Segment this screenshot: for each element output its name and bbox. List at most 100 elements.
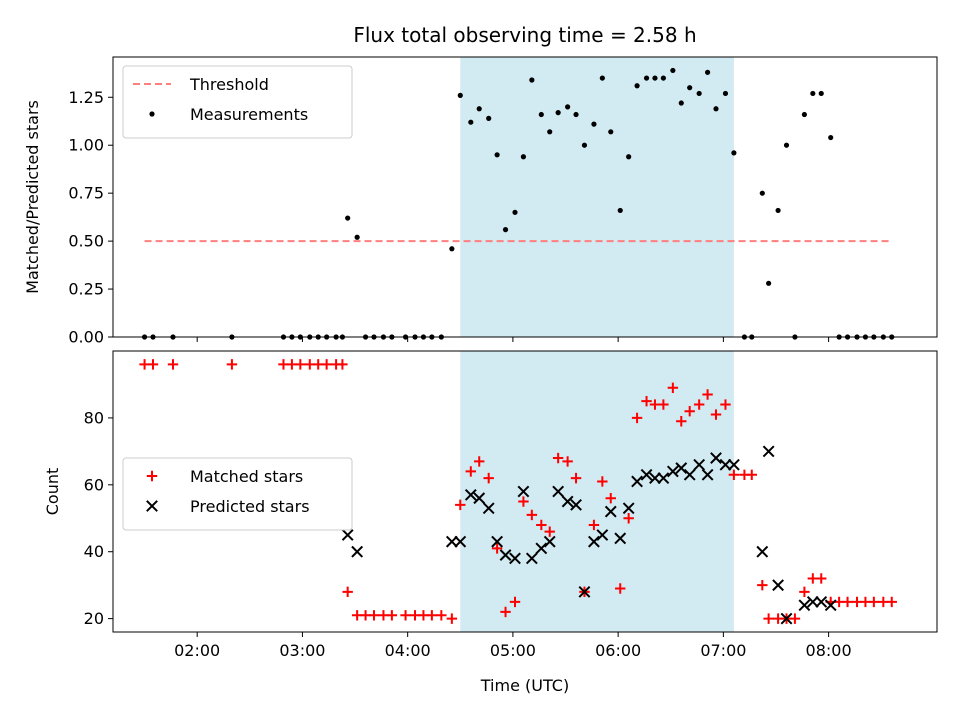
top-panel-legend-label: Measurements xyxy=(190,105,308,124)
bottom-panel-plus-point xyxy=(321,359,332,370)
bottom-panel-x-point xyxy=(341,529,354,541)
bottom-panel-plus-point xyxy=(147,359,159,370)
bottom-panel-x-point xyxy=(657,472,670,485)
top-panel-legend xyxy=(122,65,353,139)
bottom-panel-plus-point xyxy=(641,395,652,407)
bottom-panel-plus-point xyxy=(536,519,547,531)
top-panel-y-tick-label: 0.50 xyxy=(68,232,104,251)
bottom-panel-plus-point xyxy=(886,596,897,608)
bottom-panel-x-point xyxy=(649,472,661,485)
bottom-panel-plus-point xyxy=(526,509,538,521)
bottom-panel-plus-point xyxy=(465,466,477,477)
bottom-panel-frame xyxy=(112,350,938,633)
bottom-panel-plus-point xyxy=(483,472,494,484)
bottom-panel-x-point xyxy=(535,542,548,555)
bottom-panel-plus-point xyxy=(842,596,853,608)
bottom-panel-x-point xyxy=(464,488,477,501)
top-panel-dot-point xyxy=(810,90,816,97)
top-panel-dot-point xyxy=(643,75,650,81)
bottom-panel-x-point xyxy=(762,445,775,458)
top-panel-dot-point xyxy=(678,100,684,106)
bottom-panel-plus-point xyxy=(295,359,306,370)
bottom-panel-x-point xyxy=(675,462,688,474)
bottom-panel-plus-point xyxy=(658,399,669,410)
bottom-panel-plus-point xyxy=(728,469,740,480)
x-tick-label: 02:00 xyxy=(174,641,220,660)
x-axis-label: Time (UTC) xyxy=(480,676,569,695)
top-panel-dot-point xyxy=(502,227,509,233)
x-tick-label: 05:00 xyxy=(490,641,536,660)
top-panel-dot-point xyxy=(468,119,474,125)
bottom-panel-x-point xyxy=(578,585,591,598)
bottom-panel-plus-point xyxy=(491,543,503,554)
top-panel-dot-point xyxy=(457,92,463,98)
bottom-panel-x-point xyxy=(666,465,679,478)
bottom-panel-plus-point xyxy=(474,456,485,467)
bottom-panel-x-point xyxy=(491,535,504,548)
bottom-panel-y-tick-label: 60 xyxy=(84,475,104,494)
bottom-panel-legend-label: Predicted stars xyxy=(190,497,310,516)
x-tick-label: 06:00 xyxy=(595,641,641,660)
bottom-panel-x-point xyxy=(604,505,617,518)
bottom-panel-plus-point xyxy=(400,610,411,621)
x-tick-label: 07:00 xyxy=(700,641,746,660)
top-panel-frame xyxy=(112,56,938,338)
top-panel-dot-point xyxy=(775,207,781,214)
top-panel-dot-point xyxy=(634,83,640,89)
top-panel-dot-point xyxy=(529,77,535,83)
bottom-panel-plus-point xyxy=(799,586,810,598)
bottom-panel-x-point xyxy=(552,485,565,498)
top-panel-dot-point xyxy=(766,280,772,286)
bottom-panel-plus-point xyxy=(763,613,774,624)
top-panel-dot-point xyxy=(565,104,571,110)
top-panel-dot-point xyxy=(581,142,588,148)
top-panel-dot-point xyxy=(476,106,482,112)
bottom-panel-x-point xyxy=(570,498,582,511)
bottom-panel-plus-point xyxy=(337,359,348,370)
bottom-panel-x-point xyxy=(701,468,714,481)
top-panel-y-tick-label: 1.00 xyxy=(68,136,104,155)
bottom-panel-plus-point xyxy=(167,359,179,370)
top-panel-dot-point xyxy=(759,190,765,196)
top-panel-dot-point xyxy=(345,215,351,221)
x-tick-label: 04:00 xyxy=(385,641,431,660)
top-panel-dot-point xyxy=(696,90,702,97)
top-panel-y-tick-label: 0.75 xyxy=(68,184,104,203)
bottom-panel-plus-point xyxy=(446,613,458,624)
bottom-panel-plus-point xyxy=(710,409,722,420)
bottom-panel-x-point xyxy=(509,552,521,565)
bottom-panel-plus-point xyxy=(789,613,801,624)
bottom-panel-plus-point xyxy=(368,610,380,621)
bottom-panel-x-point xyxy=(351,545,364,558)
bottom-panel-x-point xyxy=(631,475,643,488)
top-panel-dot-point xyxy=(608,129,614,135)
bottom-panel-plus-point xyxy=(631,412,643,424)
bottom-panel-legend xyxy=(122,457,353,531)
bottom-panel-y-tick-label: 20 xyxy=(84,609,104,628)
plot-layer: 0.00 0.25 0.50 0.75 1.00 1.25 Threshold Measure… xyxy=(68,56,938,660)
bottom-panel-plus-point xyxy=(455,499,466,511)
bottom-panel-x-point xyxy=(596,529,609,541)
top-panel-dot-point xyxy=(660,75,666,81)
bottom-panel-plus-point xyxy=(693,399,705,410)
bottom-panel-x-point xyxy=(719,458,732,471)
bottom-panel-legend-plus-swatch xyxy=(146,470,158,482)
top-panel-dot-point xyxy=(354,234,360,240)
top-panel-dot-point xyxy=(573,111,579,118)
top-panel-dot-point xyxy=(670,67,676,74)
top-panel-dot-point xyxy=(512,209,518,215)
bottom-panel-plus-point xyxy=(436,610,447,621)
bottom-panel-x-point xyxy=(499,549,512,561)
bottom-panel-plus-point xyxy=(816,573,827,584)
bottom-panel-plus-point xyxy=(570,472,582,484)
top-panel-dot-point xyxy=(818,90,824,97)
bottom-panel-x-point xyxy=(798,599,811,612)
top-panel-dot-point xyxy=(687,85,693,91)
bottom-panel-x-point xyxy=(588,535,600,548)
bottom-panel-plus-point xyxy=(676,416,687,427)
bottom-panel-x-point xyxy=(561,495,574,508)
top-panel-highlight-span xyxy=(460,57,734,337)
bottom-panel-plus-point xyxy=(667,382,679,393)
bottom-panel-x-point xyxy=(482,502,495,515)
